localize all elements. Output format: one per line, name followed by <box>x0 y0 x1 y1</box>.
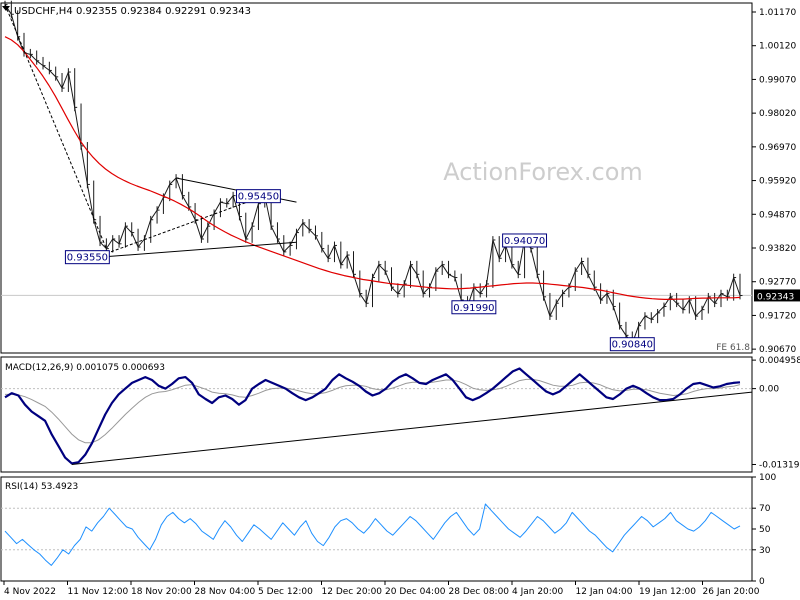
macd-signal-line <box>5 378 741 444</box>
rsi-frame <box>0 476 753 582</box>
rsi-tick-label: 70 <box>759 504 771 514</box>
x-axis: 4 Nov 2022 11 Nov 12:00 18 Nov 20:00 28 Nov… <box>3 581 760 597</box>
triangle-lower-line <box>106 241 297 258</box>
x-tick-label: 11 Nov 12:00 <box>68 587 129 597</box>
x-tick-label: 12 Dec 20:00 <box>322 587 383 597</box>
rsi-title: RSI(14) 53.4923 <box>5 482 78 492</box>
rsi-tick-label: 100 <box>759 473 776 483</box>
y-tick-label: 1.00120 <box>759 42 796 52</box>
level-label-0-91990-box <box>451 300 497 315</box>
x-tick-label: 19 Jan 12:00 <box>639 587 696 597</box>
panel-frames <box>0 2 753 582</box>
rsi-tick-label: 30 <box>759 546 771 556</box>
level-label-0-93550-box <box>64 250 110 265</box>
level-label-0-90840: 0.90840 <box>612 340 653 351</box>
price-frame <box>0 2 753 354</box>
x-tick-label: 4 Nov 2022 <box>4 587 56 597</box>
fe-label: FE 61.8 <box>716 343 750 353</box>
rsi-line <box>4 503 741 566</box>
y-tick-label: 0.99070 <box>759 75 796 85</box>
x-tick-label: 18 Nov 20:00 <box>131 587 192 597</box>
rsi-tick-label: 0 <box>759 577 765 587</box>
x-tick-label: 20 Dec 04:00 <box>385 587 446 597</box>
y-tick-label: 0.94870 <box>759 210 796 220</box>
symbol-label: USDCHF,H4 <box>14 6 73 17</box>
macd-line <box>4 367 741 465</box>
ohlc-values: 0.92355 0.92384 0.92291 0.92343 <box>76 6 251 17</box>
trendline-dotted-rise <box>106 195 265 254</box>
x-tick-label: 28 Dec 08:00 <box>449 587 510 597</box>
y-tick-label: 0.98020 <box>759 109 796 119</box>
level-label-0-90840-box <box>609 337 655 352</box>
macd-panel: 0.004958 0.00 -0.013192 <box>1 356 800 470</box>
level-label-0-93550: 0.93550 <box>67 253 108 264</box>
triangle-down-icon[interactable] <box>2 6 10 11</box>
price-panel: 1.01170 1.00120 0.99070 0.98020 0.96970 0.959… <box>1 0 800 355</box>
price-line <box>4 4 741 345</box>
y-tick-label: 0.93820 <box>759 244 796 254</box>
macd-frame <box>0 356 753 473</box>
watermark: ActionForex.com <box>443 158 643 186</box>
rsi-panel: 100 70 50 30 0 <box>1 473 776 587</box>
macd-tick-label: -0.013192 <box>759 460 800 470</box>
rsi-tick-label: 50 <box>759 525 771 535</box>
level-label-0-94070: 0.94070 <box>504 236 545 247</box>
y-tick-label: 0.90670 <box>759 345 796 355</box>
x-tick-label: 12 Jan 04:00 <box>576 587 633 597</box>
level-label-0-95450: 0.95450 <box>238 192 279 203</box>
trendline-dotted-decline <box>4 4 107 249</box>
y-tick-label: 0.92770 <box>759 278 796 288</box>
moving-average-line <box>4 36 741 300</box>
x-tick-label: 5 Dec 12:00 <box>258 587 313 597</box>
y-tick-label: 0.91720 <box>759 311 796 321</box>
x-tick-label: 26 Jan 20:00 <box>703 587 760 597</box>
x-tick-label: 28 Nov 04:00 <box>195 587 256 597</box>
level-label-0-91990: 0.91990 <box>453 303 494 314</box>
y-tick-label: 1.01170 <box>759 8 796 18</box>
y-tick-label: 0.95920 <box>759 177 796 187</box>
current-price-tag <box>754 289 800 302</box>
macd-tick-label: 0.00 <box>759 385 779 395</box>
macd-trendline <box>71 391 753 466</box>
level-label-0-95450-box <box>235 189 281 204</box>
macd-title: MACD(12,26,9) 0.001075 0.000693 <box>5 363 165 373</box>
chart-header: USDCHF,H4 0.92355 0.92384 0.92291 0.9234… <box>2 6 251 17</box>
macd-tick-label: 0.004958 <box>759 356 800 366</box>
current-price-value: 0.92343 <box>757 292 794 302</box>
level-label-0-94070-box <box>502 233 548 248</box>
x-tick-label: 4 Jan 20:00 <box>512 587 564 597</box>
y-tick-label: 0.96970 <box>759 143 796 153</box>
